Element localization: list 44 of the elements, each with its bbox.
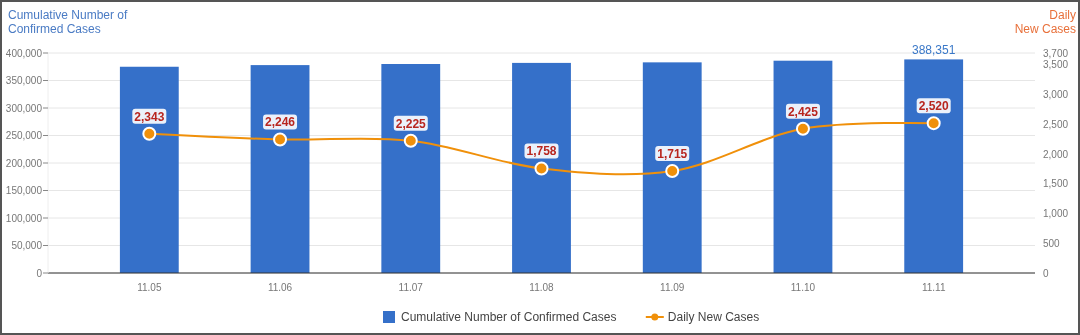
y2-tick-label: 3,000 — [1043, 89, 1069, 101]
y2-tick-label: 500 — [1043, 237, 1061, 249]
data-label: 2,520 — [918, 99, 950, 114]
y2-tick-label: 3,500 — [1043, 59, 1069, 71]
y2-tick-label: 0 — [1043, 267, 1049, 279]
x-tick-label: 11.06 — [267, 282, 293, 293]
legend-label: Cumulative Number of Confirmed Cases — [401, 310, 617, 325]
y2-tick-label: 2,000 — [1043, 148, 1069, 160]
x-tick-label: 11.07 — [398, 282, 424, 293]
y-tick-label: 400,000 — [5, 47, 43, 59]
point — [142, 126, 157, 141]
point — [273, 132, 288, 147]
y2-tick-label: 1,000 — [1043, 208, 1069, 220]
point — [534, 161, 549, 176]
x-tick-label: 11.09 — [660, 282, 685, 293]
data-label: 1,758 — [526, 144, 557, 159]
point — [665, 164, 680, 179]
y2-tick-label: 1,500 — [1043, 178, 1069, 190]
y-tick-label: 300,000 — [5, 102, 43, 114]
y2-axis-title: Daily New Cases — [1014, 8, 1076, 36]
x-tick-label: 11.11 — [921, 282, 946, 293]
data-label: 388,351 — [911, 43, 956, 58]
y-tick-label: 250,000 — [5, 130, 43, 141]
y2-tick-label: 2,500 — [1043, 118, 1069, 130]
x-tick-label: 11.08 — [529, 282, 555, 293]
x-tick-label: 11.10 — [790, 282, 816, 293]
y-tick-label: 150,000 — [5, 185, 43, 196]
data-label: 2,425 — [787, 104, 819, 119]
data-label: 2,246 — [265, 115, 296, 130]
data-label: 1,715 — [657, 147, 688, 162]
y-axis-title: Cumulative Number of Confirmed Cases — [8, 8, 129, 36]
legend-label: Daily New Cases — [667, 310, 760, 325]
data-label: 2,343 — [134, 109, 165, 124]
y-tick-label: 350,000 — [5, 75, 43, 86]
x-tick-label: 11.05 — [137, 282, 162, 293]
y-tick-label: 200,000 — [5, 157, 43, 169]
y-tick-label: 0 — [36, 267, 43, 279]
y2-tick-label: 3,700 — [1043, 47, 1069, 59]
y-tick-label: 50,000 — [11, 240, 43, 251]
y-tick-label: 100,000 — [5, 212, 43, 224]
point — [926, 116, 941, 131]
point — [403, 133, 418, 148]
point — [795, 121, 810, 136]
data-label: 2,225 — [395, 116, 427, 131]
